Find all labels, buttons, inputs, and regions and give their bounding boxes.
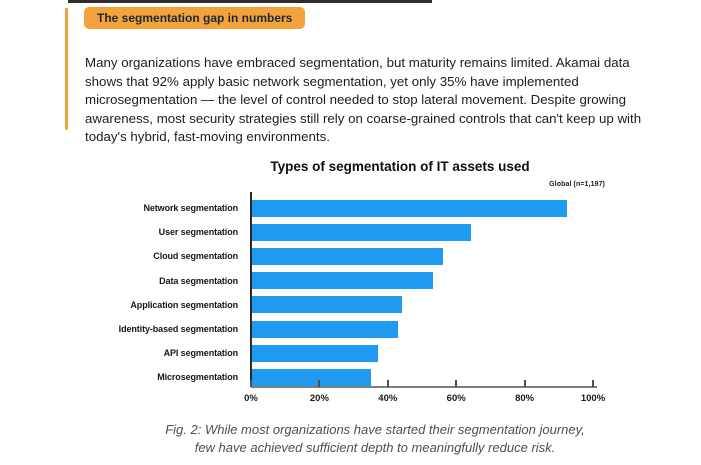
x-tick-label: 20% [309,393,329,404]
intro-paragraph: Many organizations have embraced segment… [85,55,642,145]
bar-track [251,296,594,314]
chart-row: Network segmentation [0,196,701,220]
bar-label: User segmentation [158,227,238,238]
x-tick-label: 0% [244,393,258,404]
bar-track [251,368,594,386]
bar-track [251,272,594,290]
bar [251,272,433,290]
bar-label: Data segmentation [159,275,238,286]
x-tick-label: 100% [580,393,606,404]
cropped-top-edge [68,0,432,3]
chart-row: Identity-based segmentation [0,317,701,341]
bar-chart: Network segmentation User segmentation C… [0,196,701,390]
bar-label: Application segmentation [130,299,238,310]
chart-row: Microsegmentation [0,365,701,389]
chart-row: Data segmentation [0,269,701,293]
bar-label: Identity-based segmentation [118,324,238,335]
chart-row: Cloud segmentation [0,244,701,268]
chart-title: Types of segmentation of IT assets used [270,159,530,174]
bar [251,296,402,314]
x-axis-line [251,386,597,388]
x-tick-label: 40% [378,393,398,404]
bar [251,199,567,217]
x-tick-label: 80% [515,393,535,404]
chart-row: API segmentation [0,341,701,365]
bar-label: API segmentation [163,348,239,359]
x-tick-label: 60% [446,393,466,404]
y-axis-line [250,192,252,387]
figure-caption-line1: Fig. 2: While most organizations have st… [165,422,585,437]
bar [251,320,399,338]
figure-caption: Fig. 2: While most organizations have st… [45,421,701,456]
accent-vertical-bar [65,8,68,130]
bar [251,223,471,241]
bar [251,247,444,265]
bar [251,368,372,386]
bar-label: Cloud segmentation [153,251,238,262]
bar-track [251,223,594,241]
bar-label: Network segmentation [143,203,238,214]
chart-row: User segmentation [0,220,701,244]
bar-track [251,199,594,217]
bar-track [251,247,594,265]
bar-track [251,320,594,338]
figure-caption-line2: few have achieved sufficient depth to me… [194,439,556,455]
bar-label: Microsegmentation [157,372,238,383]
bar-track [251,344,594,362]
section-badge: The segmentation gap in numbers [84,7,306,29]
chart-legend: Global (n=1,197) [549,181,605,188]
chart-row: Application segmentation [0,293,701,317]
bar [251,344,378,362]
